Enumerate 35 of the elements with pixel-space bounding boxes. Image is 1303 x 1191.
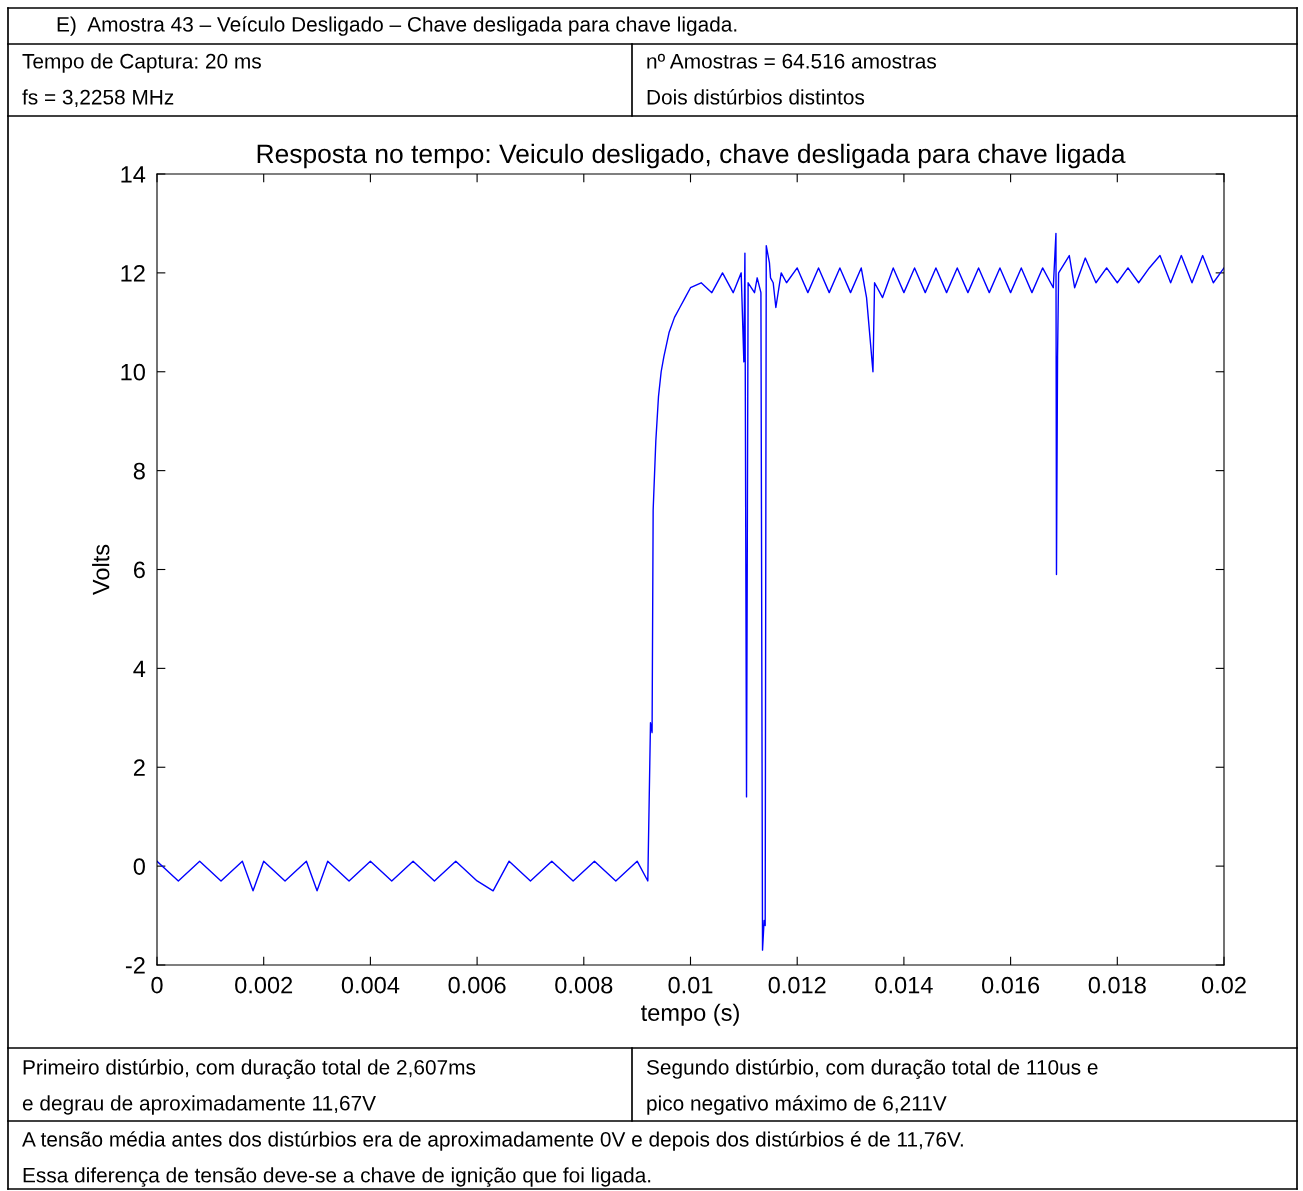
text: e degrau de aproximadamente 11,67V [22,1095,376,1115]
x-tick-label: 0.008 [555,976,613,994]
y-tick-label: 8 [133,462,145,480]
line-series [157,232,1224,951]
text: Tempo de Captura: 20 ms [22,53,261,73]
y-tick-label: 4 [133,660,146,677]
x-tick-label: 0.012 [768,976,826,994]
text: Essa diferença de tensão deve-se a chave de ignição que foi ligada. [23,1167,651,1187]
y-tick-label: 2 [133,759,145,776]
text: A tensão média antes dos distúrbios era de aproximadamente 0V e depois dos distúrbios é de 11,76V. [22,1131,963,1151]
text: fs = 3,2258 MHz [22,89,174,108]
y-tick-label: 0 [133,858,145,875]
x-axis-title: tempo (s) [641,1003,739,1026]
x-tick-label: 0.02 [1201,976,1246,994]
y-tick-label: -2 [125,957,145,974]
x-tick-label: 0.004 [341,976,400,994]
x-tick-label: 0 [151,976,163,994]
text: Primeiro distúrbio, com duração total de 2,607ms [23,1059,476,1079]
text: pico negativo máximo de 6,211V [647,1095,947,1115]
y-tick-label: 10 [121,363,145,381]
text: Segundo distúrbio, com duração total de 110us e [646,1059,1098,1079]
text: E) Amostra 43 – Veículo Desligado – Chave desligada para chave ligada. [57,16,737,36]
x-tick-label: 0.014 [875,976,933,994]
x-tick-label: 0.016 [981,976,1040,994]
y-tick-label: 14 [121,166,146,183]
y-tick-label: 6 [133,561,145,579]
chart-title: Resposta no tempo: Veiculo desligado, chave desligada para chave ligada [257,143,1126,169]
y-tick-label: 12 [121,264,145,282]
text: Dois distúrbios distintos [647,89,865,105]
y-axis-title: Volts [92,544,110,595]
x-tick-label: 0.006 [448,976,506,994]
text: nº Amostras = 64.516 amostras [647,53,936,69]
x-tick-label: 0.018 [1088,976,1146,994]
x-tick-label: 0.01 [668,976,713,994]
x-tick-label: 0.002 [235,976,293,994]
